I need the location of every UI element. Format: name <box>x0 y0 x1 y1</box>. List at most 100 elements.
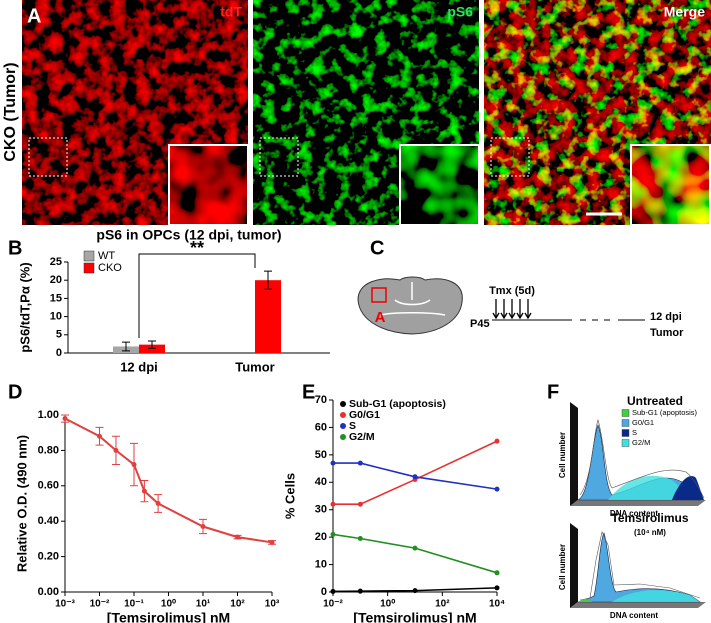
region-label: A <box>375 309 386 326</box>
point <box>269 539 275 545</box>
line <box>333 440 498 506</box>
histogram <box>578 599 592 602</box>
legend-swatch <box>83 250 95 262</box>
inset <box>169 145 248 225</box>
plot-title: Temsirolimus <box>611 511 688 525</box>
fit-line <box>64 417 273 544</box>
timeline-start: P45 <box>470 318 490 330</box>
roi-box <box>490 137 530 177</box>
y-tick-label: 20 <box>50 274 62 286</box>
point <box>131 462 137 468</box>
x-tick-label: 10² <box>230 599 245 610</box>
inset-border <box>399 144 480 226</box>
timeline-end: 12 dpi <box>650 311 682 323</box>
histogram-outline <box>579 531 701 601</box>
y-tick-label: 5 <box>56 329 62 341</box>
histogram <box>612 590 700 602</box>
brain <box>357 276 463 335</box>
inset <box>400 145 479 225</box>
x-axis-label: [Temsirolimus] nM <box>353 610 476 623</box>
legend-label: CKO <box>98 262 122 274</box>
legend-swatch <box>621 409 630 417</box>
panel-a: A tdT pS6 Merge CKO (Tumor) <box>2 0 711 226</box>
legend-marker <box>340 434 346 440</box>
legend-marker <box>340 412 346 418</box>
channel-label: tdT <box>220 4 242 20</box>
x-tick-label: Tumor <box>235 359 274 374</box>
x-tick-label: 10⁰ <box>380 599 395 610</box>
panel-letter: C <box>370 237 384 259</box>
point <box>357 460 363 466</box>
histogram <box>608 475 695 500</box>
arrows <box>492 299 532 320</box>
x-axis-label: [Temsirolimus] nM <box>107 610 230 623</box>
panel-letter: A <box>27 5 41 27</box>
x-tick-label: 10⁰ <box>161 599 176 610</box>
row-label: CKO (Tumor) <box>2 62 19 161</box>
y-tick-label: 0.60 <box>38 480 59 492</box>
axis-floor <box>570 500 706 506</box>
y-tick-label: 0 <box>321 586 327 598</box>
y-tick-label: 15 <box>50 292 62 304</box>
point <box>357 536 363 542</box>
histogram <box>577 532 701 603</box>
legend-label: G2/M <box>632 438 650 447</box>
bar <box>139 344 165 353</box>
x-tick-label: 10⁴ <box>489 599 505 610</box>
panel-letter: F <box>547 381 559 403</box>
y-tick-label: 10 <box>315 558 327 570</box>
line <box>332 587 498 593</box>
legend-label: G0/G1 <box>632 418 654 427</box>
histogram <box>672 476 704 500</box>
y-tick-label: 0.40 <box>38 515 59 527</box>
y-tick-label: 30 <box>315 504 327 516</box>
y-tick-label: 0.00 <box>38 586 59 598</box>
point <box>155 501 161 506</box>
legend-marker <box>340 401 346 407</box>
error-bar <box>264 270 272 290</box>
point <box>412 474 418 480</box>
point <box>494 585 500 591</box>
error-bar <box>122 341 130 352</box>
y-tick-label: 60 <box>315 421 327 433</box>
legend-label: WT <box>98 250 115 262</box>
panel-letter: D <box>8 381 22 403</box>
point <box>200 524 206 530</box>
x-tick-label: 10² <box>435 599 450 610</box>
point <box>412 545 418 551</box>
legend-label: G0/G1 <box>349 409 380 421</box>
panel-letter: B <box>8 237 22 259</box>
panel-f: Cell number DNA content Untreated Cell n… <box>558 394 706 620</box>
point <box>330 460 336 466</box>
point <box>235 534 240 540</box>
point <box>357 501 363 507</box>
histogram-outline <box>579 419 705 499</box>
point <box>62 416 68 422</box>
significance-bracket <box>138 253 256 338</box>
legend-label: Sub-G1 (apoptosis) <box>349 398 446 410</box>
region-box <box>371 287 387 303</box>
legend-swatch <box>83 262 95 274</box>
panel-c: A Tmx (5d) P45 12 dpi Tumor <box>357 276 684 339</box>
x-tick-label: 10³ <box>265 599 280 610</box>
channel-label: pS6 <box>447 4 473 20</box>
legend-label: S <box>632 428 637 437</box>
x-tick-label: 12 dpi <box>120 359 158 374</box>
point <box>494 570 500 576</box>
point <box>330 588 336 594</box>
brain-detail <box>379 282 446 316</box>
roi-box <box>28 137 68 177</box>
treatment: Tmx (5d) <box>489 285 535 297</box>
legend-swatch <box>621 419 630 427</box>
timeline-end-label: Tumor <box>650 327 684 339</box>
chart-title: pS6 in OPCs (12 dpi, tumor) <box>96 227 281 243</box>
legend-label: Sub-G1 (apoptosis) <box>632 408 698 417</box>
x-tick-label: 10⁻² <box>90 599 110 610</box>
y-label: Cell number <box>558 432 567 478</box>
channel-label: Merge <box>664 4 705 20</box>
line <box>332 533 498 574</box>
inset-border <box>168 144 249 226</box>
point <box>357 588 363 594</box>
line <box>333 462 498 490</box>
